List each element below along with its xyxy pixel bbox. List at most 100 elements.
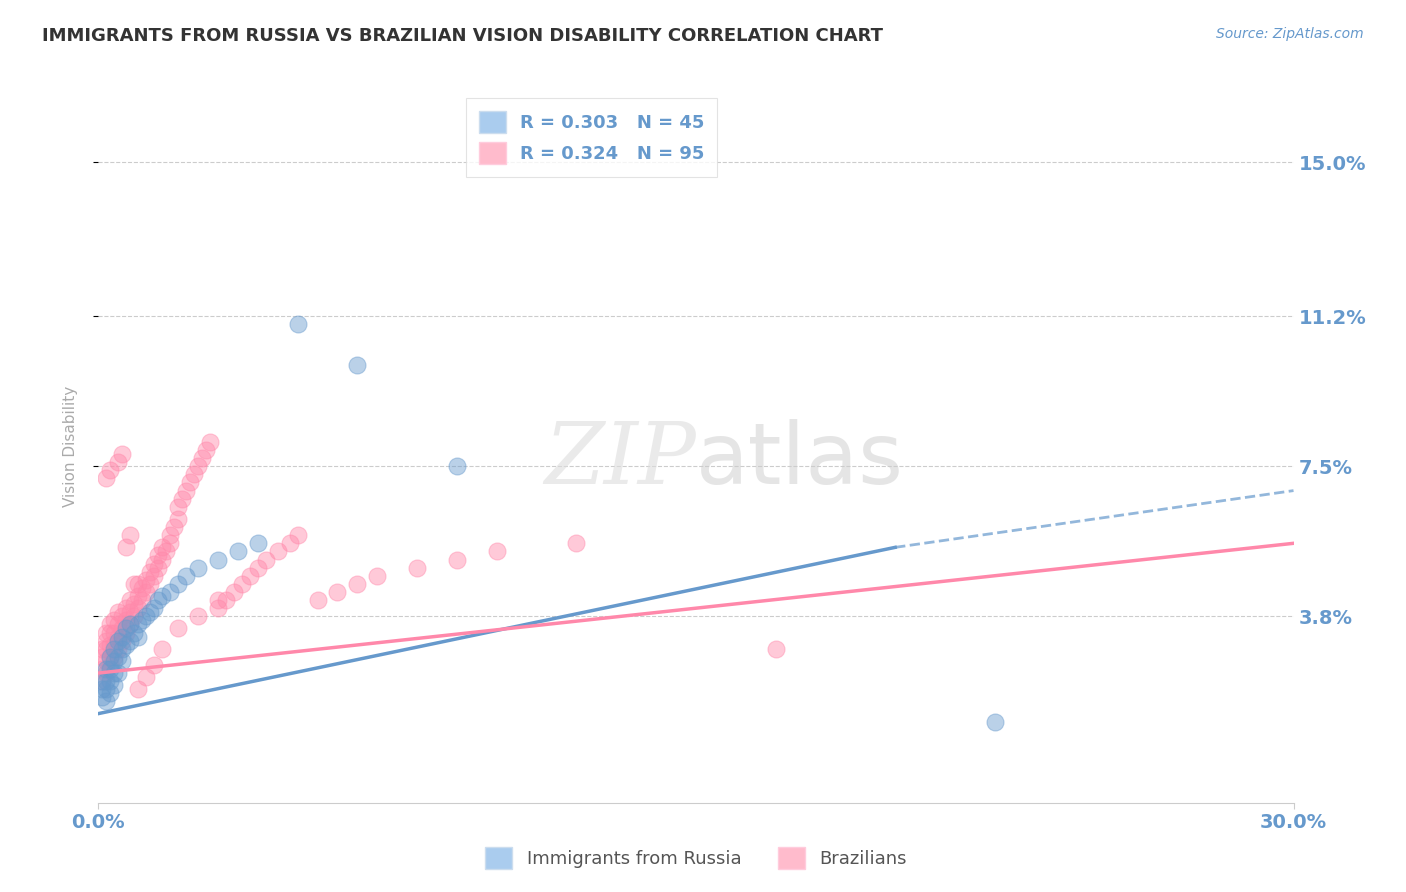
Point	[91, 682, 114, 697]
Point	[346, 358, 368, 372]
Point	[485, 544, 508, 558]
Point	[191, 451, 214, 466]
Point	[111, 622, 134, 636]
Point	[98, 617, 122, 632]
Point	[179, 475, 201, 490]
Point	[167, 512, 190, 526]
Point	[231, 577, 253, 591]
Point	[98, 638, 122, 652]
Point	[96, 694, 118, 708]
Point	[155, 544, 177, 558]
Point	[287, 528, 309, 542]
Point	[346, 577, 368, 591]
Point	[120, 528, 142, 542]
Point	[115, 625, 138, 640]
Point	[98, 649, 122, 664]
Point	[103, 654, 125, 668]
Point	[96, 654, 118, 668]
Point	[226, 544, 249, 558]
Point	[267, 544, 290, 558]
Point	[131, 613, 153, 627]
Point	[183, 467, 205, 482]
Point	[246, 536, 269, 550]
Point	[96, 471, 118, 485]
Point	[207, 601, 229, 615]
Point	[115, 541, 138, 555]
Point	[150, 589, 173, 603]
Point	[207, 552, 229, 566]
Point	[96, 625, 118, 640]
Point	[98, 686, 122, 700]
Point	[98, 649, 122, 664]
Point	[198, 434, 221, 449]
Point	[98, 657, 122, 672]
Point	[163, 520, 186, 534]
Point	[127, 589, 149, 603]
Point	[135, 670, 157, 684]
Point	[159, 536, 181, 550]
Point	[215, 593, 238, 607]
Point	[222, 585, 245, 599]
Point	[131, 593, 153, 607]
Text: ZIP: ZIP	[544, 419, 696, 501]
Point	[326, 585, 349, 599]
Point	[96, 633, 118, 648]
Point	[135, 609, 157, 624]
Text: Source: ZipAtlas.com: Source: ZipAtlas.com	[1216, 27, 1364, 41]
Point	[115, 601, 138, 615]
Point	[120, 617, 142, 632]
Point	[143, 601, 166, 615]
Point	[143, 568, 166, 582]
Point	[246, 560, 269, 574]
Point	[107, 641, 129, 656]
Point	[111, 633, 134, 648]
Point	[239, 568, 262, 582]
Point	[446, 552, 468, 566]
Point	[91, 649, 114, 664]
Point	[111, 654, 134, 668]
Point	[127, 601, 149, 615]
Point	[103, 666, 125, 681]
Point	[984, 714, 1007, 729]
Point	[187, 459, 209, 474]
Point	[103, 625, 125, 640]
Point	[127, 617, 149, 632]
Point	[150, 541, 173, 555]
Point	[103, 613, 125, 627]
Point	[127, 682, 149, 697]
Point	[120, 617, 142, 632]
Point	[98, 625, 122, 640]
Point	[172, 491, 194, 506]
Point	[143, 557, 166, 571]
Point	[98, 463, 122, 477]
Point	[565, 536, 588, 550]
Point	[148, 560, 170, 574]
Point	[107, 455, 129, 469]
Point	[111, 609, 134, 624]
Point	[195, 443, 218, 458]
Point	[103, 638, 125, 652]
Point	[167, 500, 190, 514]
Point	[167, 577, 190, 591]
Point	[107, 649, 129, 664]
Point	[103, 641, 125, 656]
Point	[207, 593, 229, 607]
Point	[139, 565, 162, 579]
Point	[139, 605, 162, 619]
Point	[91, 641, 114, 656]
Point	[159, 528, 181, 542]
Point	[91, 674, 114, 689]
Point	[150, 552, 173, 566]
Point	[120, 605, 142, 619]
Point	[107, 666, 129, 681]
Point	[120, 593, 142, 607]
Point	[96, 641, 118, 656]
Point	[111, 630, 134, 644]
Point	[120, 633, 142, 648]
Point	[187, 560, 209, 574]
Point	[139, 577, 162, 591]
Point	[115, 638, 138, 652]
Point	[127, 577, 149, 591]
Point	[124, 609, 146, 624]
Point	[115, 613, 138, 627]
